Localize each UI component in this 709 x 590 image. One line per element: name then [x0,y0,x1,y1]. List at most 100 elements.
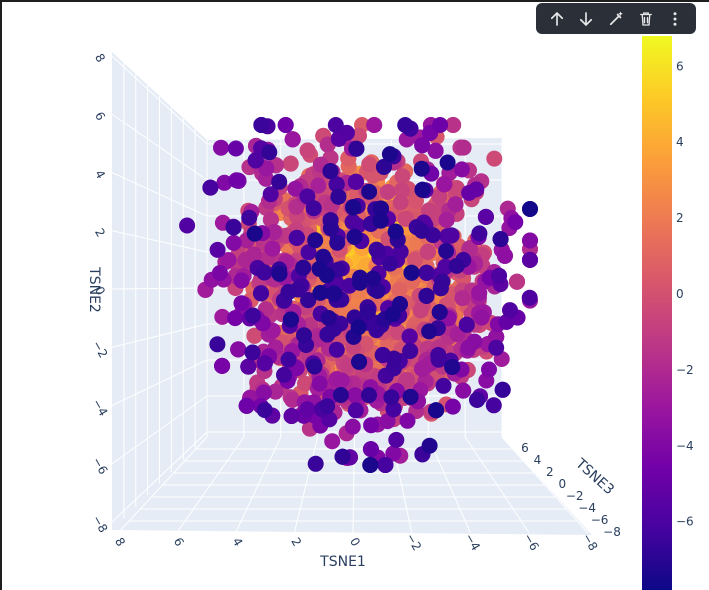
z-tick-label: −8 [603,525,621,539]
scatter-point [324,433,341,450]
scatter-point [382,255,399,272]
scatter-point [385,401,402,418]
move-up-button[interactable] [546,8,568,30]
scatter-point [220,252,237,268]
scatter-point [448,180,465,196]
scatter-point [413,160,430,177]
scatter-point [230,341,247,358]
scatter-point [362,441,379,458]
scatter-point [305,200,322,217]
scatter-point [282,155,299,172]
scatter-point [421,323,438,340]
scatter-point [455,139,472,156]
scatter-point [377,457,394,473]
delete-button[interactable] [635,8,657,30]
scatter-point [227,140,244,157]
scatter-point [394,168,411,185]
scatter-point [397,117,414,133]
y-tick-label: −6 [90,455,111,477]
y-tick-label: 2 [92,226,108,240]
y-axis-title: TSNE2 [86,266,102,313]
scatter-point [435,377,452,394]
scatter-point [455,382,472,399]
scatter-point [485,397,502,414]
scatter-point [434,273,451,290]
x-tick-label: 4 [230,535,246,549]
scatter-point [461,240,478,257]
scatter-point [444,398,461,415]
y-tick-label: 8 [92,51,108,65]
scatter-point [311,375,328,392]
more-vertical-icon [673,11,677,26]
scatter-point [330,188,347,205]
scatter-point [445,117,462,133]
magic-edit-button[interactable] [605,8,627,30]
z-tick-label: 2 [546,465,554,479]
scatter-point [419,243,436,260]
scatter-point [262,186,279,203]
scatter-point [352,274,368,291]
scatter-point [246,327,263,344]
y-tick-label: −2 [90,338,111,360]
move-down-button[interactable] [575,8,597,30]
scatter-point [334,448,351,465]
scatter-point [431,304,448,321]
arrow-down-icon [580,11,593,26]
scatter-point [436,176,453,193]
scatter-point [443,227,460,244]
scatter-point [329,234,346,251]
scatter-point [233,272,250,289]
x-tick-label: −4 [462,531,483,553]
scatter-point [209,336,226,353]
scatter-point [322,163,339,180]
scatter-point [402,388,419,405]
scatter-point [271,265,288,282]
scatter-point [359,303,376,320]
scatter-point [256,264,273,281]
scatter-point [307,455,324,472]
more-options-button[interactable] [664,8,686,30]
scatter-point [369,282,386,299]
scatter-point [454,290,471,307]
scatter-point [227,310,244,327]
scatter-point [277,117,294,133]
scatter-point [333,372,350,389]
scatter-point [427,142,444,159]
scatter-point [284,392,301,408]
scatter-point [238,397,255,414]
scatter-point [264,240,281,257]
scatter-point [244,307,261,324]
trash-icon [639,11,652,26]
scatter-point [383,389,400,406]
scatter-point [385,350,402,367]
scatter-point [509,273,525,290]
scatter-point [179,217,196,234]
scatter-point [496,247,513,264]
scatter-point [246,225,263,242]
scatter-point [244,344,261,361]
scatter-point [276,366,292,383]
scatter-point [471,225,488,242]
scatter-point [271,173,288,190]
scatter-point [347,173,364,190]
scatter-point [253,117,270,133]
scatter-point [372,212,389,229]
scatter-point [225,234,242,251]
scatter-point [486,150,503,167]
scatter-point [345,199,362,216]
scatter-point [397,210,414,227]
scatter-point [255,384,272,401]
scatter-point [280,284,297,300]
scatter-point [414,137,431,154]
scatter-point [240,358,257,375]
scatter-point [315,248,332,265]
scatter-point [300,292,317,309]
scatter-point [299,401,316,418]
scatter-point [216,174,233,191]
scatter-point [328,176,345,193]
scatter-point [491,267,508,284]
scatter-point [379,184,396,200]
scatter-point [241,209,258,226]
scatter-point [522,251,538,268]
